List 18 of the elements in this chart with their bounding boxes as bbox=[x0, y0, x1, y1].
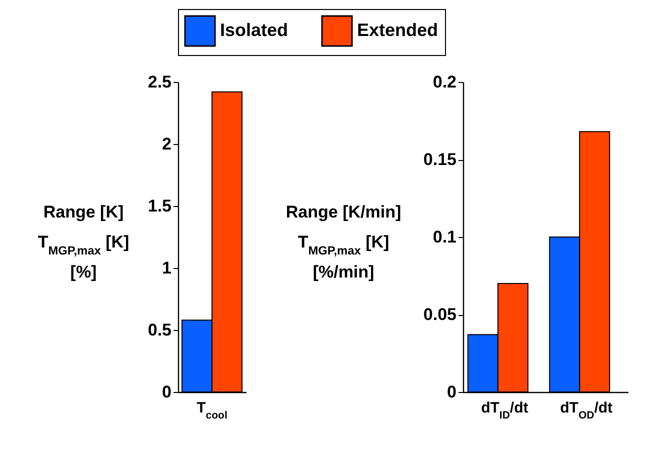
x-tick-label: dT$_{ID}$/dt bbox=[481, 400, 528, 422]
x-tick-label: dT$_{OD}$/dt bbox=[560, 400, 613, 422]
legend-label: Extended bbox=[357, 20, 438, 40]
y-tick-label: 0 bbox=[162, 382, 172, 402]
y-tick-label: 0.5 bbox=[148, 320, 172, 340]
y-axis-title: Range [K] T$_{MGP,max}$ [K] [%] bbox=[38, 202, 130, 282]
y-tick-label: 0.1 bbox=[432, 228, 456, 246]
y-tick-label: 0 bbox=[447, 382, 456, 402]
x-tick-label: T$_{cool}$ bbox=[196, 400, 228, 422]
y-tick-label: 0.2 bbox=[432, 72, 456, 92]
y-tick-label: 1.5 bbox=[148, 196, 172, 216]
y-tick-label: 1 bbox=[162, 258, 172, 278]
y-tick-label: 2.5 bbox=[148, 72, 172, 92]
y-tick-label: 2 bbox=[162, 134, 172, 154]
y-axis-title: Range [K/min] T$_{MGP,max}$ [K] [%/min] bbox=[286, 202, 402, 282]
y-tick-label: 0.15 bbox=[423, 150, 456, 169]
y-tick-label: 0.05 bbox=[423, 305, 456, 324]
legend-label: Isolated bbox=[220, 20, 288, 40]
